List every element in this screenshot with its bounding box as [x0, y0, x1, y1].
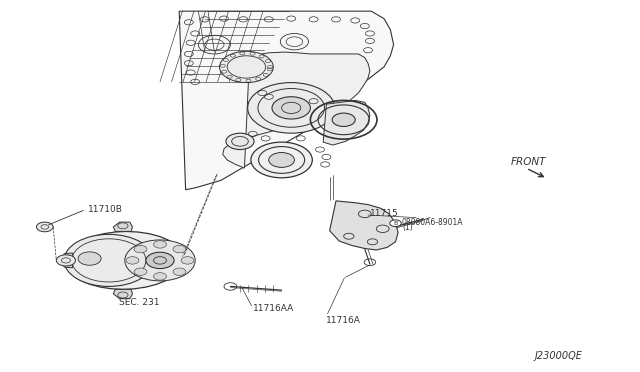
- Circle shape: [390, 220, 401, 227]
- Text: 11716A: 11716A: [326, 316, 361, 325]
- Circle shape: [146, 252, 174, 269]
- Circle shape: [64, 234, 154, 286]
- Polygon shape: [179, 11, 394, 190]
- Text: B: B: [394, 221, 397, 226]
- Circle shape: [154, 241, 166, 248]
- Polygon shape: [330, 201, 398, 250]
- Text: (1): (1): [402, 223, 413, 232]
- Circle shape: [181, 257, 194, 264]
- Text: 11710B: 11710B: [88, 205, 122, 214]
- Polygon shape: [113, 289, 132, 299]
- Circle shape: [269, 153, 294, 167]
- Circle shape: [134, 246, 147, 253]
- Circle shape: [134, 268, 147, 275]
- Ellipse shape: [66, 231, 184, 289]
- Text: FRONT: FRONT: [511, 157, 546, 167]
- Circle shape: [226, 133, 254, 150]
- Text: 11716AA: 11716AA: [253, 304, 294, 313]
- Circle shape: [332, 113, 355, 126]
- Circle shape: [251, 142, 312, 178]
- Circle shape: [36, 222, 53, 232]
- Text: 08080A6-8901A: 08080A6-8901A: [402, 218, 463, 227]
- Polygon shape: [323, 100, 370, 145]
- Circle shape: [173, 268, 186, 275]
- Circle shape: [125, 240, 195, 281]
- Circle shape: [272, 97, 310, 119]
- Text: SEC. 231: SEC. 231: [119, 298, 160, 307]
- Circle shape: [220, 51, 273, 83]
- Circle shape: [154, 273, 166, 280]
- Text: J23000QE: J23000QE: [534, 352, 582, 361]
- Circle shape: [248, 83, 335, 133]
- Polygon shape: [113, 222, 132, 231]
- Circle shape: [56, 255, 76, 266]
- Text: 11715: 11715: [370, 209, 399, 218]
- Circle shape: [78, 252, 101, 265]
- Polygon shape: [64, 253, 74, 268]
- Circle shape: [173, 246, 186, 253]
- Circle shape: [126, 257, 139, 264]
- Polygon shape: [223, 52, 370, 168]
